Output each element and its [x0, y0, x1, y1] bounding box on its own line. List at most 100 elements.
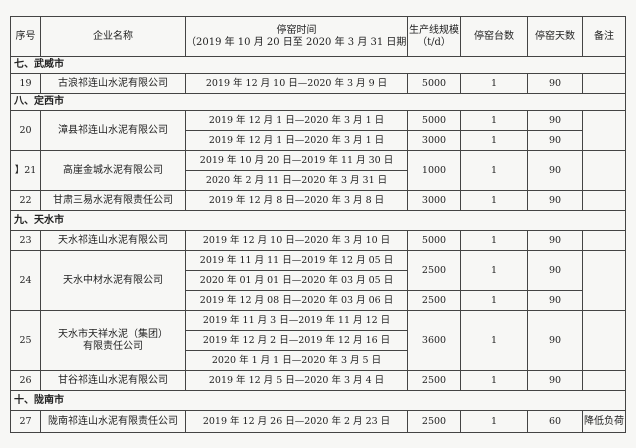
days: 90 [527, 370, 583, 391]
company-name: 天水中材水泥有限公司 [40, 250, 186, 311]
header-days: 停窑天数 [527, 16, 583, 57]
table-row: 】21 高崖金城水泥有限公司 2019 年 10 月 20 日—2019 年 11 … [10, 150, 626, 191]
row-no: 26 [10, 370, 41, 391]
row-no: 20 [10, 110, 41, 151]
header-no: 序号 [10, 16, 41, 57]
row-no: 19 [10, 73, 41, 94]
units: 1 [460, 250, 528, 291]
header-units: 停窑台数 [460, 16, 528, 57]
capacity: 5000 [407, 110, 461, 131]
company-name: 天水祁连山水泥有限公司 [40, 230, 186, 251]
days: 90 [527, 130, 583, 151]
note [582, 250, 626, 311]
days: 90 [527, 190, 583, 211]
section-row: 九、天水市 [10, 210, 626, 231]
table-row: 26 甘谷祁连山水泥有限公司 2019 年 12 月 5 日—2020 年 3 月 … [10, 370, 626, 391]
capacity: 2500 [407, 370, 461, 391]
company-name: 漳县祁连山水泥有限公司 [40, 110, 186, 151]
section-title: 八、定西市 [10, 93, 626, 111]
table-row: 27 陇南祁连山水泥有限责任公司 2019 年 12 月 26 日—2020 年 2… [10, 410, 626, 433]
days: 90 [527, 290, 583, 311]
header-cap-title: 生产线规模 [409, 24, 459, 36]
capacity: 3000 [407, 190, 461, 211]
days: 90 [527, 310, 583, 371]
note [582, 110, 626, 151]
header-note: 备注 [582, 16, 626, 57]
row-no: 24 [10, 250, 41, 311]
company-name-line1: 天水市天祥水泥（集团） [58, 328, 168, 340]
period: 2019 年 12 月 26 日—2020 年 2 月 23 日 [185, 410, 408, 433]
row-no: 27 [10, 410, 41, 433]
period: 2020 年 2 月 11 日—2020 年 3 月 31 日 [185, 170, 408, 191]
days: 90 [527, 73, 583, 94]
period: 2019 年 11 月 11 日—2019 年 12 月 05 日 [185, 250, 408, 271]
header-name: 企业名称 [40, 16, 186, 57]
units: 1 [460, 290, 528, 311]
period: 2019 年 12 月 5 日—2020 年 3 月 4 日 [185, 370, 408, 391]
header-cap-unit: （t/d） [417, 36, 451, 48]
note: 降低负荷 [582, 410, 626, 433]
capacity: 5000 [407, 230, 461, 251]
table-row: 23 天水祁连山水泥有限公司 2019 年 12 月 10 日—2020 年 3 月… [10, 230, 626, 251]
period: 2019 年 10 月 20 日—2019 年 11 月 30 日 [185, 150, 408, 171]
days: 60 [527, 410, 583, 433]
company-name: 天水市天祥水泥（集团） 有限责任公司 [40, 310, 186, 371]
row-no: 22 [10, 190, 41, 211]
table-row: 25 天水市天祥水泥（集团） 有限责任公司 2019 年 11 月 3 日—2019 … [10, 310, 626, 371]
note [582, 73, 626, 94]
table-row: 24 天水中材水泥有限公司 2019 年 11 月 11 日—2019 年 12 月… [10, 250, 626, 311]
header-row: 序号 企业名称 停窑时间 （2019 年 10 月 20 日至 2020 年 3 … [10, 16, 626, 57]
capacity: 1000 [407, 150, 461, 191]
section-title: 七、武威市 [10, 56, 626, 74]
company-name: 古浪祁连山水泥有限公司 [40, 73, 186, 94]
note [582, 310, 626, 371]
company-name: 甘肃三易水泥有限责任公司 [40, 190, 186, 211]
section-row: 十、陇南市 [10, 390, 626, 411]
period: 2019 年 12 月 1 日—2020 年 3 月 1 日 [185, 110, 408, 131]
days: 90 [527, 250, 583, 291]
capacity: 3000 [407, 130, 461, 151]
table-row: 22 甘肃三易水泥有限责任公司 2019 年 12 月 8 日—2020 年 3 月… [10, 190, 626, 211]
days: 90 [527, 110, 583, 131]
section-title: 九、天水市 [10, 210, 626, 231]
period: 2019 年 12 月 10 日—2020 年 3 月 9 日 [185, 73, 408, 94]
company-name: 高崖金城水泥有限公司 [40, 150, 186, 191]
table-row: 2019 年 12 月 08 日—2020 年 03 月 06 日 2500 1 90 [11, 290, 626, 311]
row-no: 25 [10, 310, 41, 371]
period: 2019 年 11 月 3 日—2019 年 11 月 12 日 [185, 310, 408, 331]
units: 1 [460, 370, 528, 391]
capacity: 2500 [407, 250, 461, 291]
capacity: 3600 [407, 310, 461, 371]
table-row: 19 古浪祁连山水泥有限公司 2019 年 12 月 10 日—2020 年 3 月… [10, 73, 626, 94]
period: 2020 年 01 月 01 日—2020 年 03 月 05 日 [185, 270, 408, 291]
units: 1 [460, 130, 528, 151]
units: 1 [460, 110, 528, 131]
units: 1 [460, 310, 528, 371]
header-time: 停窑时间 （2019 年 10 月 20 日至 2020 年 3 月 31 日期间… [185, 16, 408, 57]
units: 1 [460, 190, 528, 211]
table-row: 2019 年 12 月 1 日—2020 年 3 月 1 日 3000 1 90 [11, 130, 626, 151]
note [582, 190, 626, 211]
capacity: 2500 [407, 410, 461, 433]
days: 90 [527, 150, 583, 191]
period: 2019 年 12 月 08 日—2020 年 03 月 06 日 [185, 290, 408, 311]
section-title: 十、陇南市 [10, 390, 626, 411]
header-time-sub: （2019 年 10 月 20 日至 2020 年 3 月 31 日期间） [186, 36, 408, 48]
company-name: 陇南祁连山水泥有限责任公司 [40, 410, 186, 433]
days: 90 [527, 230, 583, 251]
capacity: 5000 [407, 73, 461, 94]
company-name-line2: 有限责任公司 [83, 340, 143, 352]
units: 1 [460, 230, 528, 251]
note [582, 370, 626, 391]
header-cap: 生产线规模 （t/d） [407, 16, 461, 57]
period: 2019 年 12 月 10 日—2020 年 3 月 10 日 [185, 230, 408, 251]
section-row: 八、定西市 [10, 93, 626, 111]
section-row: 七、武威市 [10, 56, 626, 74]
note [582, 230, 626, 251]
note [582, 150, 626, 191]
capacity: 2500 [407, 290, 461, 311]
cement-kiln-shutdown-table: 序号 企业名称 停窑时间 （2019 年 10 月 20 日至 2020 年 3 … [10, 16, 626, 433]
units: 1 [460, 150, 528, 191]
period: 2020 年 1 月 1 日—2020 年 3 月 5 日 [185, 350, 408, 371]
row-no: 23 [10, 230, 41, 251]
